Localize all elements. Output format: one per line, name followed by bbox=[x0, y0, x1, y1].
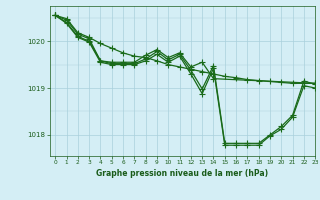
X-axis label: Graphe pression niveau de la mer (hPa): Graphe pression niveau de la mer (hPa) bbox=[96, 169, 268, 178]
